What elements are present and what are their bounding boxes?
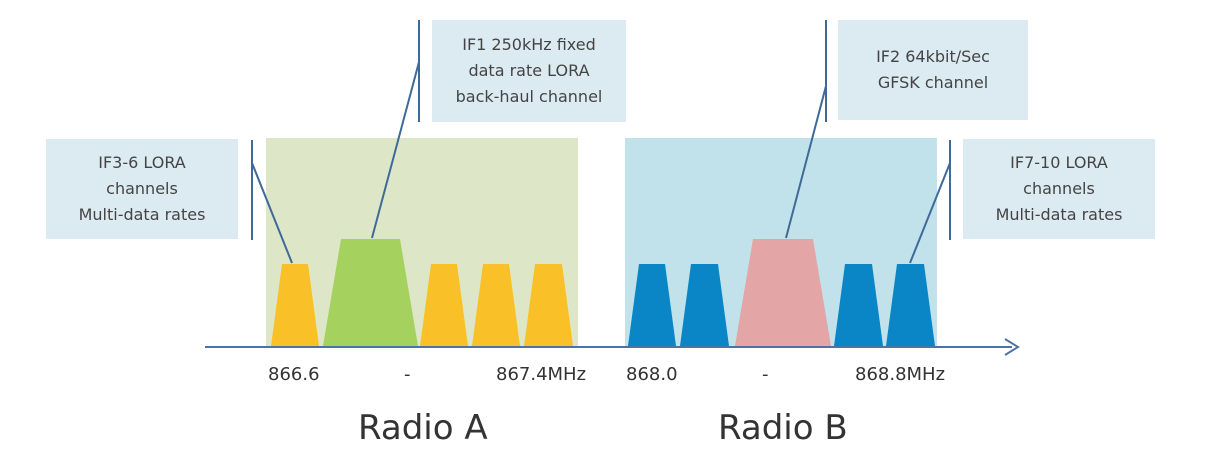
callout-if36-line-1: IF3-6 LORA bbox=[98, 153, 186, 172]
freq-b-end: 868.8MHz bbox=[855, 364, 946, 385]
callout-if1-line-3: back-haul channel bbox=[455, 87, 603, 106]
callout-if36-line-3: Multi-data rates bbox=[78, 205, 206, 224]
leader-if1 bbox=[371, 61, 420, 239]
callout-if1: IF1 250kHz fixed data rate LORA back-hau… bbox=[432, 20, 626, 122]
radio-a-label: Radio A bbox=[358, 408, 488, 448]
freq-a-dash: - bbox=[404, 364, 411, 385]
leader-if36 bbox=[251, 162, 293, 264]
callout-if2-line-2: GFSK channel bbox=[877, 73, 989, 92]
gfsk-channel bbox=[735, 239, 831, 346]
lora-channel-a-1 bbox=[271, 264, 319, 346]
callout-if2: IF2 64kbit/Sec GFSK channel bbox=[838, 20, 1028, 120]
callout-if36-line-2: channels bbox=[106, 179, 178, 198]
backhaul-channel bbox=[323, 239, 418, 346]
lora-channel-b-3 bbox=[834, 264, 883, 346]
freq-a-start: 866.6 bbox=[268, 364, 320, 385]
callout-if1-line-1: IF1 250kHz fixed bbox=[462, 35, 596, 54]
freq-b-dash: - bbox=[762, 364, 769, 385]
freq-a-end: 867.4MHz bbox=[496, 364, 587, 385]
radio-a-band bbox=[266, 138, 578, 346]
callout-if710-line-2: channels bbox=[1023, 179, 1095, 198]
leader-if710 bbox=[909, 162, 951, 264]
lora-channel-b-1 bbox=[628, 264, 676, 346]
callout-if36: IF3-6 LORA channels Multi-data rates bbox=[46, 139, 238, 239]
callout-if1-line-2: data rate LORA bbox=[468, 61, 590, 80]
leader-if2 bbox=[785, 85, 827, 239]
radio-b-label: Radio B bbox=[718, 408, 848, 448]
callout-if710: IF7-10 LORA channels Multi-data rates bbox=[963, 139, 1155, 239]
arrow-right-icon bbox=[1004, 338, 1020, 356]
lora-channel-a-2 bbox=[420, 264, 468, 346]
freq-b-start: 868.0 bbox=[626, 364, 678, 385]
callout-if2-line-1: IF2 64kbit/Sec bbox=[876, 47, 990, 66]
lora-channel-a-4 bbox=[524, 264, 573, 346]
callout-if710-line-3: Multi-data rates bbox=[995, 205, 1123, 224]
lora-channel-a-3 bbox=[472, 264, 520, 346]
callout-if710-line-1: IF7-10 LORA bbox=[1010, 153, 1108, 172]
lora-channel-b-4 bbox=[886, 264, 935, 346]
lora-channel-b-2 bbox=[680, 264, 729, 346]
